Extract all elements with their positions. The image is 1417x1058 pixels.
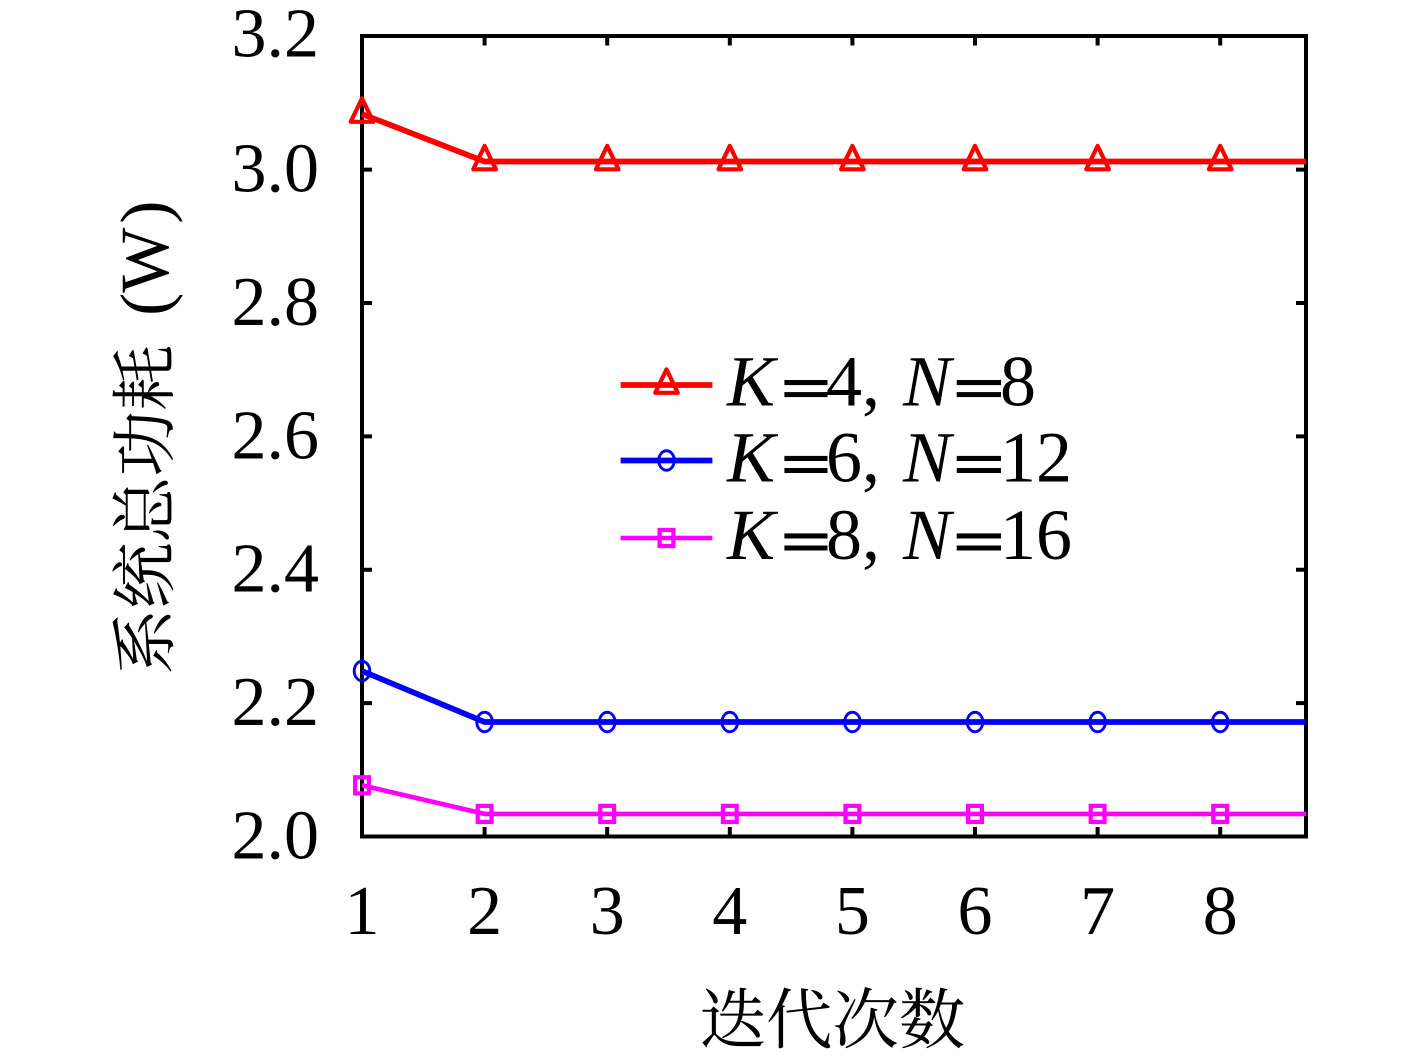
svg-text:2.8: 2.8 <box>232 264 320 341</box>
svg-text:2: 2 <box>467 873 502 950</box>
svg-text:N: N <box>902 418 955 498</box>
svg-text:6,: 6, <box>826 418 880 498</box>
svg-text:6: 6 <box>958 873 993 950</box>
svg-text:3: 3 <box>590 873 625 950</box>
svg-text:12: 12 <box>1000 418 1072 498</box>
svg-text:2.2: 2.2 <box>232 664 320 741</box>
svg-text:(W): (W) <box>107 201 183 316</box>
svg-text:3.2: 3.2 <box>232 0 320 73</box>
svg-text:K: K <box>726 495 779 575</box>
svg-text:2.4: 2.4 <box>232 531 320 608</box>
svg-text:K: K <box>726 418 779 498</box>
svg-text:N: N <box>902 342 955 422</box>
svg-text:8: 8 <box>1000 342 1036 422</box>
svg-text:4,: 4, <box>826 342 880 422</box>
svg-text:2.6: 2.6 <box>232 397 320 474</box>
svg-text:7: 7 <box>1080 873 1115 950</box>
svg-text:8,: 8, <box>826 495 880 575</box>
svg-text:2.0: 2.0 <box>232 798 320 875</box>
svg-text:16: 16 <box>1000 495 1072 575</box>
svg-text:1: 1 <box>345 873 380 950</box>
svg-text:5: 5 <box>835 873 870 950</box>
svg-text:3.0: 3.0 <box>232 131 320 208</box>
svg-text:N: N <box>902 495 955 575</box>
svg-text:4: 4 <box>712 873 747 950</box>
svg-text:K: K <box>726 342 779 422</box>
svg-text:8: 8 <box>1203 873 1238 950</box>
